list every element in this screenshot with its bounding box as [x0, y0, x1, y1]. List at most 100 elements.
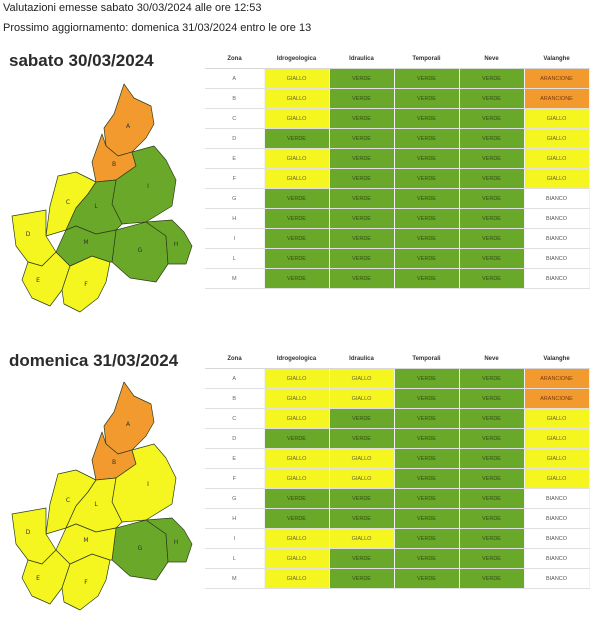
level-cell: BIANCO: [524, 568, 590, 589]
zone-cell: F: [205, 468, 265, 489]
table-row: F GIALLO VERDE VERDE VERDE GIALLO: [205, 168, 590, 189]
level-cell: VERDE: [459, 228, 525, 249]
table-row: D VERDE VERDE VERDE VERDE GIALLO: [205, 128, 590, 149]
level-cell: GIALLO: [264, 568, 330, 589]
map-zone-h: [145, 219, 193, 265]
table-row: G VERDE VERDE VERDE VERDE BIANCO: [205, 188, 590, 209]
zone-map-sabato: A B C D E F G H I L M: [6, 76, 202, 326]
alert-table-domenica: Zona Idrogeologica Idraulica Temporali N…: [205, 349, 590, 589]
level-cell: GIALLO: [329, 448, 395, 469]
table-row: E GIALLO GIALLO VERDE VERDE GIALLO: [205, 448, 590, 469]
level-cell: GIALLO: [524, 448, 590, 469]
map-zone-label: H: [174, 539, 179, 546]
level-cell: BIANCO: [524, 188, 590, 209]
map-zone-label: A: [126, 421, 131, 428]
zone-cell: E: [205, 148, 265, 169]
level-cell: ARANCIONE: [524, 388, 590, 409]
col-header-idrogeologica: Idrogeologica: [264, 349, 329, 369]
table-row: B GIALLO GIALLO VERDE VERDE ARANCIONE: [205, 388, 590, 409]
level-cell: VERDE: [264, 228, 330, 249]
level-cell: VERDE: [394, 508, 460, 529]
level-cell: VERDE: [394, 568, 460, 589]
level-cell: VERDE: [394, 128, 460, 149]
level-cell: GIALLO: [524, 108, 590, 129]
zone-cell: G: [205, 488, 265, 509]
level-cell: VERDE: [459, 508, 525, 529]
level-cell: GIALLO: [264, 408, 330, 429]
map-zone-a: [103, 381, 155, 455]
level-cell: VERDE: [459, 188, 525, 209]
level-cell: VERDE: [394, 408, 460, 429]
level-cell: BIANCO: [524, 208, 590, 229]
level-cell: GIALLO: [524, 428, 590, 449]
level-cell: GIALLO: [264, 168, 330, 189]
level-cell: VERDE: [459, 568, 525, 589]
map-zone-label: G: [138, 545, 143, 552]
level-cell: GIALLO: [264, 448, 330, 469]
level-cell: VERDE: [329, 268, 395, 289]
zone-cell: D: [205, 428, 265, 449]
level-cell: GIALLO: [524, 168, 590, 189]
level-cell: VERDE: [394, 208, 460, 229]
col-header-neve: Neve: [459, 349, 524, 369]
level-cell: VERDE: [329, 148, 395, 169]
map-zone-label: I: [147, 183, 149, 190]
level-cell: VERDE: [329, 428, 395, 449]
map-zone-label: C: [66, 199, 70, 206]
zone-cell: G: [205, 188, 265, 209]
level-cell: GIALLO: [264, 88, 330, 109]
zone-cell: H: [205, 508, 265, 529]
map-zone-label: M: [83, 239, 88, 246]
col-header-zona: Zona: [205, 49, 264, 69]
zone-cell: E: [205, 448, 265, 469]
zone-map-domenica: A B C D E F G H I L M: [6, 374, 202, 624]
map-zone-label: I: [147, 481, 149, 488]
level-cell: VERDE: [459, 88, 525, 109]
level-cell: VERDE: [459, 368, 525, 389]
level-cell: GIALLO: [524, 468, 590, 489]
level-cell: VERDE: [394, 448, 460, 469]
level-cell: VERDE: [459, 468, 525, 489]
map-zone-label: H: [174, 241, 179, 248]
table-row: L GIALLO VERDE VERDE VERDE BIANCO: [205, 548, 590, 569]
col-header-idraulica: Idraulica: [329, 49, 394, 69]
level-cell: VERDE: [329, 408, 395, 429]
level-cell: ARANCIONE: [524, 68, 590, 89]
level-cell: VERDE: [329, 248, 395, 269]
level-cell: VERDE: [459, 388, 525, 409]
level-cell: VERDE: [264, 508, 330, 529]
table-row: F GIALLO GIALLO VERDE VERDE GIALLO: [205, 468, 590, 489]
level-cell: VERDE: [394, 108, 460, 129]
table-row: I VERDE VERDE VERDE VERDE BIANCO: [205, 228, 590, 249]
level-cell: VERDE: [459, 168, 525, 189]
zone-cell: B: [205, 388, 265, 409]
map-zone-i: [111, 443, 177, 523]
level-cell: VERDE: [264, 268, 330, 289]
zone-cell: D: [205, 128, 265, 149]
level-cell: VERDE: [264, 488, 330, 509]
level-cell: VERDE: [329, 68, 395, 89]
level-cell: VERDE: [329, 88, 395, 109]
col-header-valanghe: Valanghe: [524, 49, 589, 69]
zone-cell: C: [205, 108, 265, 129]
col-header-temporali: Temporali: [394, 349, 459, 369]
level-cell: VERDE: [459, 528, 525, 549]
table-row: E GIALLO VERDE VERDE VERDE GIALLO: [205, 148, 590, 169]
col-header-temporali: Temporali: [394, 49, 459, 69]
level-cell: VERDE: [459, 148, 525, 169]
level-cell: VERDE: [264, 248, 330, 269]
map-zone-i: [111, 145, 177, 225]
zone-cell: I: [205, 228, 265, 249]
map-zone-label: D: [26, 231, 31, 238]
level-cell: VERDE: [329, 228, 395, 249]
map-zone-label: D: [26, 529, 31, 536]
level-cell: BIANCO: [524, 228, 590, 249]
level-cell: VERDE: [394, 268, 460, 289]
map-zone-m: [55, 523, 117, 565]
level-cell: VERDE: [394, 488, 460, 509]
map-zone-label: L: [94, 501, 98, 508]
zone-cell: M: [205, 268, 265, 289]
level-cell: GIALLO: [264, 68, 330, 89]
map-zone-h: [145, 517, 193, 563]
level-cell: VERDE: [459, 68, 525, 89]
